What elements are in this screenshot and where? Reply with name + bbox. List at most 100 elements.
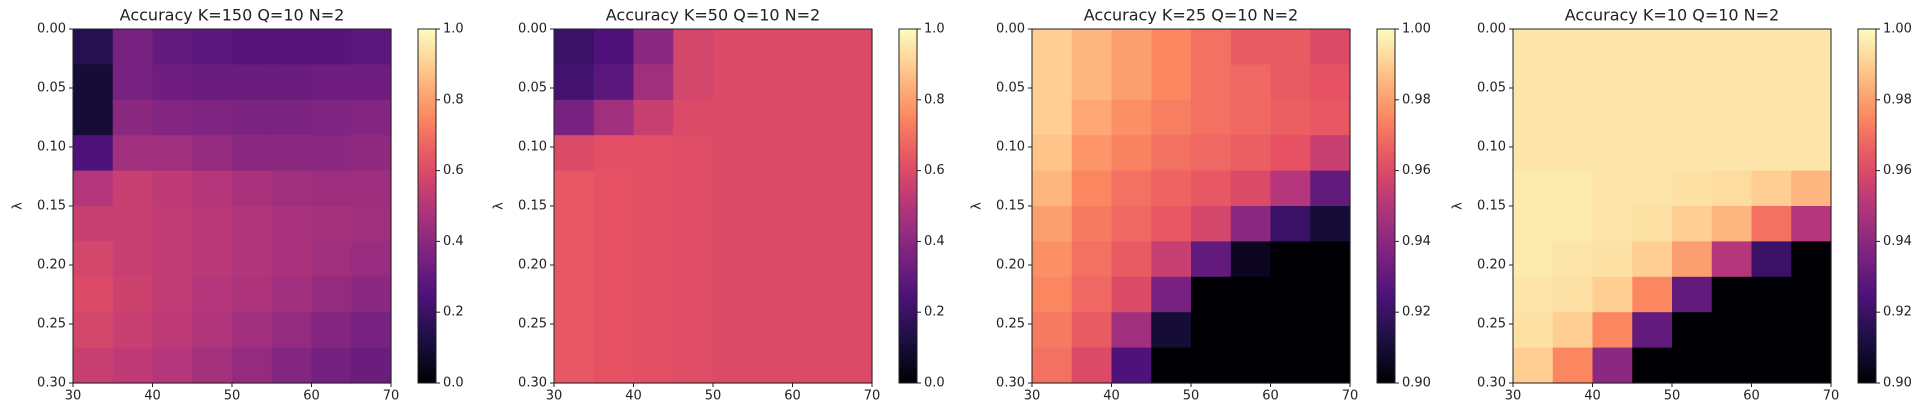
colorbar-tick-label: 1.0 (443, 22, 464, 37)
heatmap-cell (1711, 241, 1753, 278)
x-tick-label: 30 (65, 389, 82, 400)
heatmap-cell (1711, 312, 1753, 349)
heatmap-cell (271, 206, 313, 242)
heatmap-cell (554, 29, 595, 65)
heatmap-cell (1071, 241, 1113, 278)
heatmap-cell (1513, 206, 1554, 242)
heatmap-cell (1711, 170, 1753, 207)
heatmap-cell (311, 135, 352, 172)
heatmap-cell (1791, 241, 1832, 278)
heatmap-cell (673, 99, 714, 136)
heatmap-cell (1552, 170, 1594, 207)
heatmap-cell (1230, 206, 1272, 242)
heatmap-cell (1151, 64, 1192, 101)
heatmap-cell (1191, 347, 1232, 384)
heatmap-cell (1552, 312, 1594, 349)
chart-title: Accuracy K=150 Q=10 N=2 (120, 6, 345, 25)
heatmap-cell (1071, 64, 1113, 101)
y-tick-label: 0.15 (518, 199, 547, 214)
heatmap-cell (232, 241, 273, 278)
heatmap-cell (554, 347, 595, 384)
heatmap-cell (1111, 29, 1152, 65)
x-tick-label: 60 (303, 389, 320, 400)
heatmap-cell (713, 99, 754, 136)
heatmap-cell (792, 135, 833, 172)
y-axis-label: λ (1451, 202, 1466, 210)
heatmap-cell (673, 347, 714, 384)
heatmap-cell (1552, 241, 1594, 278)
heatmap-cell (713, 347, 754, 384)
heatmap-cell (1513, 276, 1554, 313)
heatmap-cell (792, 241, 833, 278)
x-tick-label: 40 (625, 389, 642, 400)
heatmap-cell (832, 29, 873, 65)
y-tick-label: 0.05 (1477, 81, 1506, 96)
heatmap-cell (1592, 64, 1633, 101)
heatmap-cell (1111, 347, 1152, 384)
heatmap-cell (73, 29, 114, 65)
heatmap-cell (554, 99, 595, 136)
x-tick-label: 30 (1505, 389, 1522, 400)
y-axis-label: λ (492, 202, 507, 210)
heatmap-cell (192, 347, 233, 384)
y-tick-label: 0.30 (1477, 376, 1506, 391)
heatmap-cell (73, 206, 114, 242)
heatmap-cell (713, 206, 754, 242)
heatmap-cell (832, 312, 873, 349)
chart-title: Accuracy K=10 Q=10 N=2 (1565, 6, 1779, 25)
heatmap-cell (1592, 135, 1633, 172)
heatmap-cell (1230, 135, 1272, 172)
heatmap-cell (1513, 135, 1554, 172)
heatmap-cell (633, 241, 674, 278)
heatmap-cell (1111, 135, 1152, 172)
heatmap-cell (832, 276, 873, 313)
heatmap-cell (1191, 135, 1232, 172)
heatmap-cell (593, 206, 635, 242)
heatmap-cell (271, 64, 313, 101)
heatmap-cell (1111, 276, 1152, 313)
heatmap-cell (192, 241, 233, 278)
x-tick-label: 60 (1262, 389, 1279, 400)
heatmap-cell (792, 312, 833, 349)
heatmap-cell (1632, 312, 1673, 349)
heatmap-cell (752, 135, 794, 172)
y-tick-label: 0.10 (37, 140, 66, 155)
heatmap-cell (1230, 347, 1272, 384)
heatmap-cell (1592, 99, 1633, 136)
x-tick-label: 40 (144, 389, 161, 400)
x-tick-label: 70 (864, 389, 881, 400)
heatmap-cell (832, 347, 873, 384)
heatmap-cell (1151, 29, 1192, 65)
heatmap-cell (1513, 99, 1554, 136)
heatmap-cell (152, 99, 193, 136)
colorbar-tick-label: 0.94 (1883, 234, 1912, 249)
heatmap-cell (1632, 99, 1673, 136)
heatmap-cell (713, 312, 754, 349)
heatmap-cell (1270, 312, 1311, 349)
heatmap-cell (633, 347, 674, 384)
x-tick-label: 30 (546, 389, 563, 400)
heatmap-cell (192, 206, 233, 242)
heatmap-cell (192, 312, 233, 349)
heatmap-cell (673, 170, 714, 207)
colorbar-tick-label: 0.0 (924, 376, 945, 391)
heatmap-cell (232, 276, 273, 313)
heatmap-cell (1032, 29, 1073, 65)
heatmap-cell (351, 206, 392, 242)
heatmap-cell (1032, 241, 1073, 278)
heatmap-cell (73, 312, 114, 349)
heatmap-cell (752, 312, 794, 349)
heatmap-cell (1592, 276, 1633, 313)
heatmap-cell (232, 29, 273, 65)
heatmap-cell (232, 347, 273, 384)
heatmap-cell (673, 241, 714, 278)
heatmap-cell (1111, 206, 1152, 242)
heatmap-cell (832, 99, 873, 136)
heatmap-cell (112, 170, 154, 207)
heatmap-cell (1791, 99, 1832, 136)
heatmap-cell (1032, 64, 1073, 101)
heatmap-cell (1513, 312, 1554, 349)
heatmap-cell (1711, 64, 1753, 101)
heatmap-cell (232, 64, 273, 101)
heatmap-cell (1513, 347, 1554, 384)
